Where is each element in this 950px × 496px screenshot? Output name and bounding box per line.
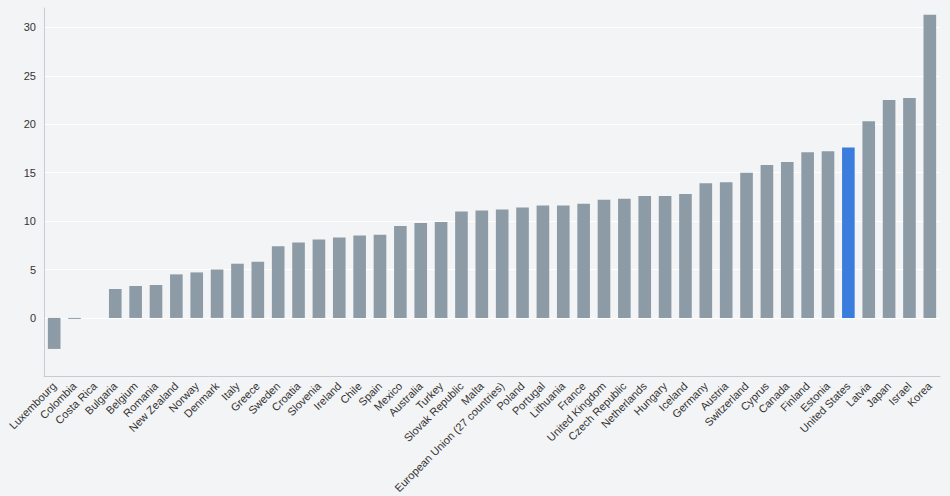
svg-text:5: 5 [30,264,36,276]
svg-text:Korea: Korea [905,379,935,409]
svg-text:Portugal: Portugal [509,379,548,418]
svg-text:Israel: Israel [886,379,914,408]
svg-text:Belgium: Belgium [103,379,140,417]
svg-text:Ireland: Ireland [311,379,344,413]
svg-text:Lithuania: Lithuania [527,379,568,420]
svg-text:Sweden: Sweden [245,379,283,417]
svg-text:Iceland: Iceland [656,379,690,414]
svg-text:Cyprus: Cyprus [738,379,772,413]
svg-text:15: 15 [24,167,36,179]
svg-text:0: 0 [30,312,36,324]
svg-text:Luxembourg: Luxembourg [6,379,59,432]
svg-text:United Kingdom: United Kingdom [544,379,609,444]
svg-text:Poland: Poland [494,379,527,413]
svg-text:Norway: Norway [166,379,201,415]
svg-text:Croatia: Croatia [269,379,303,414]
svg-text:Slovak Republic: Slovak Republic [401,379,466,444]
svg-text:Denmark: Denmark [181,379,221,419]
svg-text:25: 25 [24,70,36,82]
svg-text:Colombia: Colombia [37,379,79,422]
svg-text:Spain: Spain [355,379,385,409]
svg-text:30: 30 [24,21,36,33]
svg-text:Greece: Greece [228,379,263,414]
svg-text:Switzerland: Switzerland [702,379,751,429]
svg-text:Slovenia: Slovenia [284,379,324,419]
svg-text:Germany: Germany [669,379,711,421]
svg-text:Chile: Chile [337,379,364,406]
svg-text:France: France [555,379,588,413]
svg-text:Czech Republic: Czech Republic [565,379,629,443]
svg-text:Australia: Australia [386,379,425,419]
svg-text:European Union (27 countries): European Union (27 countries) [392,380,506,494]
svg-text:Mexico: Mexico [371,379,405,413]
svg-text:10: 10 [24,215,36,227]
svg-text:United States: United States [797,379,852,434]
svg-text:Romania: Romania [120,379,161,420]
svg-text:Finland: Finland [777,379,812,414]
svg-text:20: 20 [24,118,36,130]
svg-text:Hungary: Hungary [631,379,670,418]
svg-text:Malta: Malta [458,379,487,408]
svg-text:Bulgaria: Bulgaria [82,379,120,417]
svg-text:Costa Rica: Costa Rica [52,379,100,427]
svg-text:Italy: Italy [219,379,242,403]
svg-text:Netherlands: Netherlands [598,379,649,431]
svg-text:Latvia: Latvia [843,379,873,409]
svg-text:Turkey: Turkey [413,379,446,412]
svg-text:Austria: Austria [697,379,731,413]
svg-text:Canada: Canada [755,379,792,416]
svg-text:Japan: Japan [864,380,894,410]
svg-text:New Zealand: New Zealand [126,379,181,435]
svg-text:Estonia: Estonia [797,379,833,415]
